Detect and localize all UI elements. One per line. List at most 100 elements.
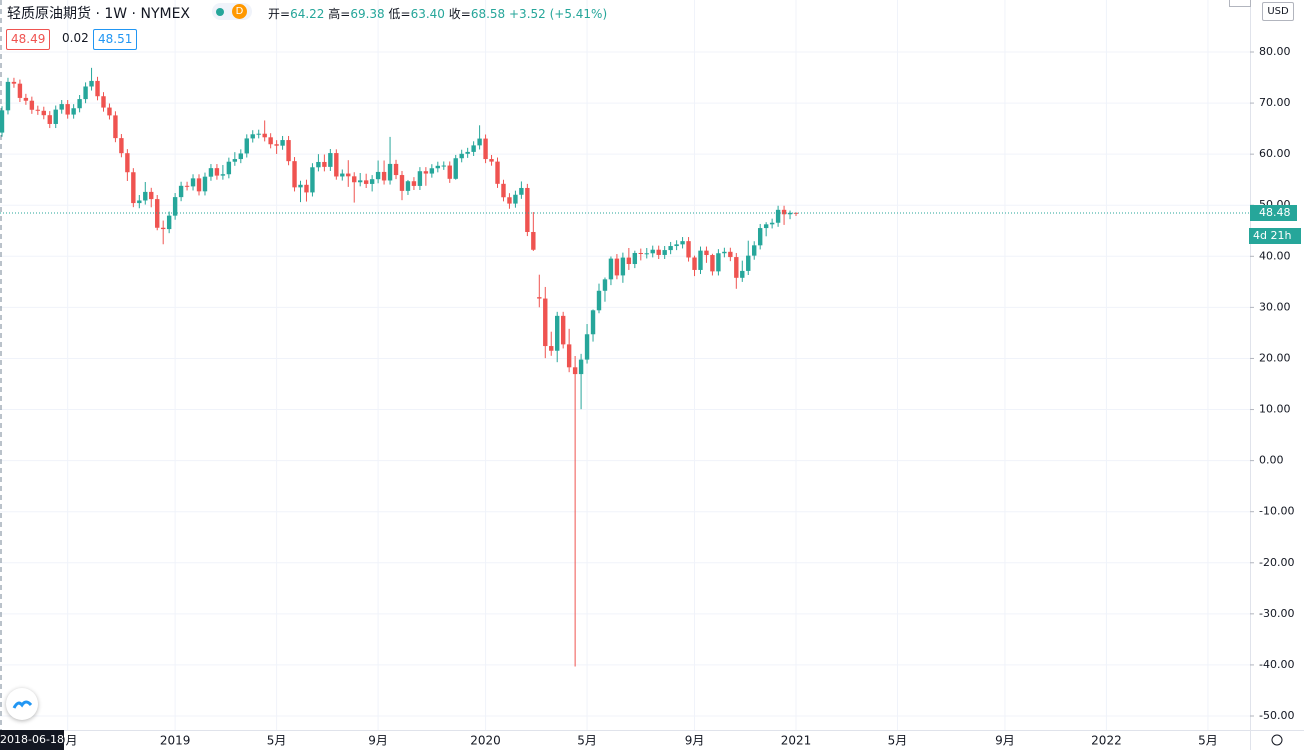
candle-body — [692, 257, 697, 270]
candle-body — [775, 209, 781, 223]
candle-body — [95, 80, 100, 97]
candle-body — [668, 246, 673, 251]
ohlc-label: 收= — [448, 7, 471, 21]
candle-body — [238, 153, 243, 160]
ask[interactable]: 48.51 — [93, 29, 138, 50]
candle-body — [316, 161, 321, 168]
candle-body — [560, 315, 566, 345]
candle-body — [716, 253, 721, 272]
countdown: 4d 21h — [1249, 228, 1301, 244]
y-tick-label: 30.00 — [1259, 300, 1291, 313]
candle-body — [256, 133, 261, 135]
candle-body — [107, 107, 112, 116]
y-tick-label: -30.00 — [1259, 607, 1294, 620]
candle-body — [304, 184, 309, 193]
ohlc-value: 64.22 — [290, 7, 325, 21]
x-tick-label: 5月 — [267, 734, 287, 748]
candle-body — [89, 80, 94, 87]
x-tick-label: 9月 — [685, 734, 705, 748]
candle-body — [47, 115, 52, 124]
x-tick-label: 5月 — [577, 734, 597, 748]
candle-body — [638, 252, 643, 254]
candle-body — [35, 109, 41, 111]
candle-body — [77, 99, 82, 109]
candle-body — [53, 109, 58, 124]
candle-body — [477, 138, 482, 146]
candle-body — [531, 231, 536, 250]
x-tick-label: 9月 — [368, 734, 388, 748]
header: 轻质原油期货 · 1W · NYMEX — [7, 6, 191, 22]
candle-body — [387, 163, 393, 181]
candle-body — [399, 175, 405, 191]
interval[interactable]: 1W — [104, 6, 128, 22]
candle-body — [686, 241, 691, 258]
candle-body — [101, 96, 106, 108]
candle-body — [680, 241, 685, 245]
candle-body — [232, 159, 238, 162]
y-tick-label: 20.00 — [1259, 351, 1291, 364]
candle-body — [226, 161, 232, 175]
candle-body — [17, 83, 23, 98]
candle-body — [626, 257, 632, 265]
candle-body — [310, 167, 315, 193]
candle-body — [417, 171, 423, 186]
candle-body — [375, 171, 381, 180]
candle-body — [614, 258, 620, 276]
bid[interactable]: 48.49 — [6, 29, 51, 50]
candle-body — [190, 178, 196, 187]
candle-body — [0, 110, 5, 133]
candle-body — [178, 185, 184, 198]
currency[interactable]: USD — [1262, 2, 1294, 21]
logo[interactable] — [6, 688, 38, 720]
candle-body — [268, 137, 273, 145]
candle-body — [483, 138, 488, 160]
candle-body — [465, 151, 470, 154]
y-tick-label: -10.00 — [1259, 505, 1294, 518]
candle-body — [752, 245, 757, 256]
candle-body — [525, 187, 530, 232]
candle-body — [11, 81, 17, 84]
candle-body — [632, 252, 638, 265]
scale-button[interactable] — [1229, 0, 1251, 7]
candle-body — [781, 209, 787, 215]
candle-body — [489, 159, 494, 162]
candle-body — [172, 197, 178, 216]
candle-body — [578, 359, 584, 375]
candle-body — [381, 171, 387, 181]
candle-body — [29, 100, 35, 110]
candle-body — [423, 171, 429, 174]
y-tick-label: 80.00 — [1259, 45, 1291, 58]
candle-body — [5, 81, 11, 111]
candle-body — [763, 224, 769, 229]
candle-body — [143, 191, 148, 201]
candle-body — [41, 110, 46, 116]
candle-body — [555, 315, 560, 351]
x-tick-label: 2022 — [1091, 734, 1122, 748]
candle-body — [787, 212, 793, 215]
candle-body — [495, 161, 500, 184]
candle-body — [537, 297, 542, 299]
settings-icon[interactable] — [1271, 734, 1283, 746]
ohlc-label: 高= — [328, 7, 351, 21]
candle-body — [746, 255, 751, 271]
candle-body — [340, 173, 345, 177]
y-tick-label: -40.00 — [1259, 658, 1294, 671]
logo-icon — [12, 700, 33, 709]
y-tick-label: -20.00 — [1259, 556, 1294, 569]
candle-body — [722, 251, 727, 254]
x-tick-label: 5月 — [888, 734, 908, 748]
candle-body — [513, 194, 518, 204]
candle-body — [328, 153, 333, 167]
y-tick-label: 60.00 — [1259, 147, 1291, 160]
candle-body — [23, 97, 29, 101]
ohlc-value: 63.40 — [410, 7, 445, 21]
ohlc-legend: 开=64.22 高=69.38 低=63.40 收=68.58 +3.52 (+… — [268, 5, 607, 22]
status-pill[interactable]: D — [212, 3, 252, 20]
candle-body — [358, 180, 363, 183]
candle-body — [543, 298, 548, 347]
candle-body — [662, 250, 667, 255]
candle-body — [262, 133, 267, 138]
candle-body — [155, 199, 160, 228]
candle-body — [471, 145, 476, 152]
